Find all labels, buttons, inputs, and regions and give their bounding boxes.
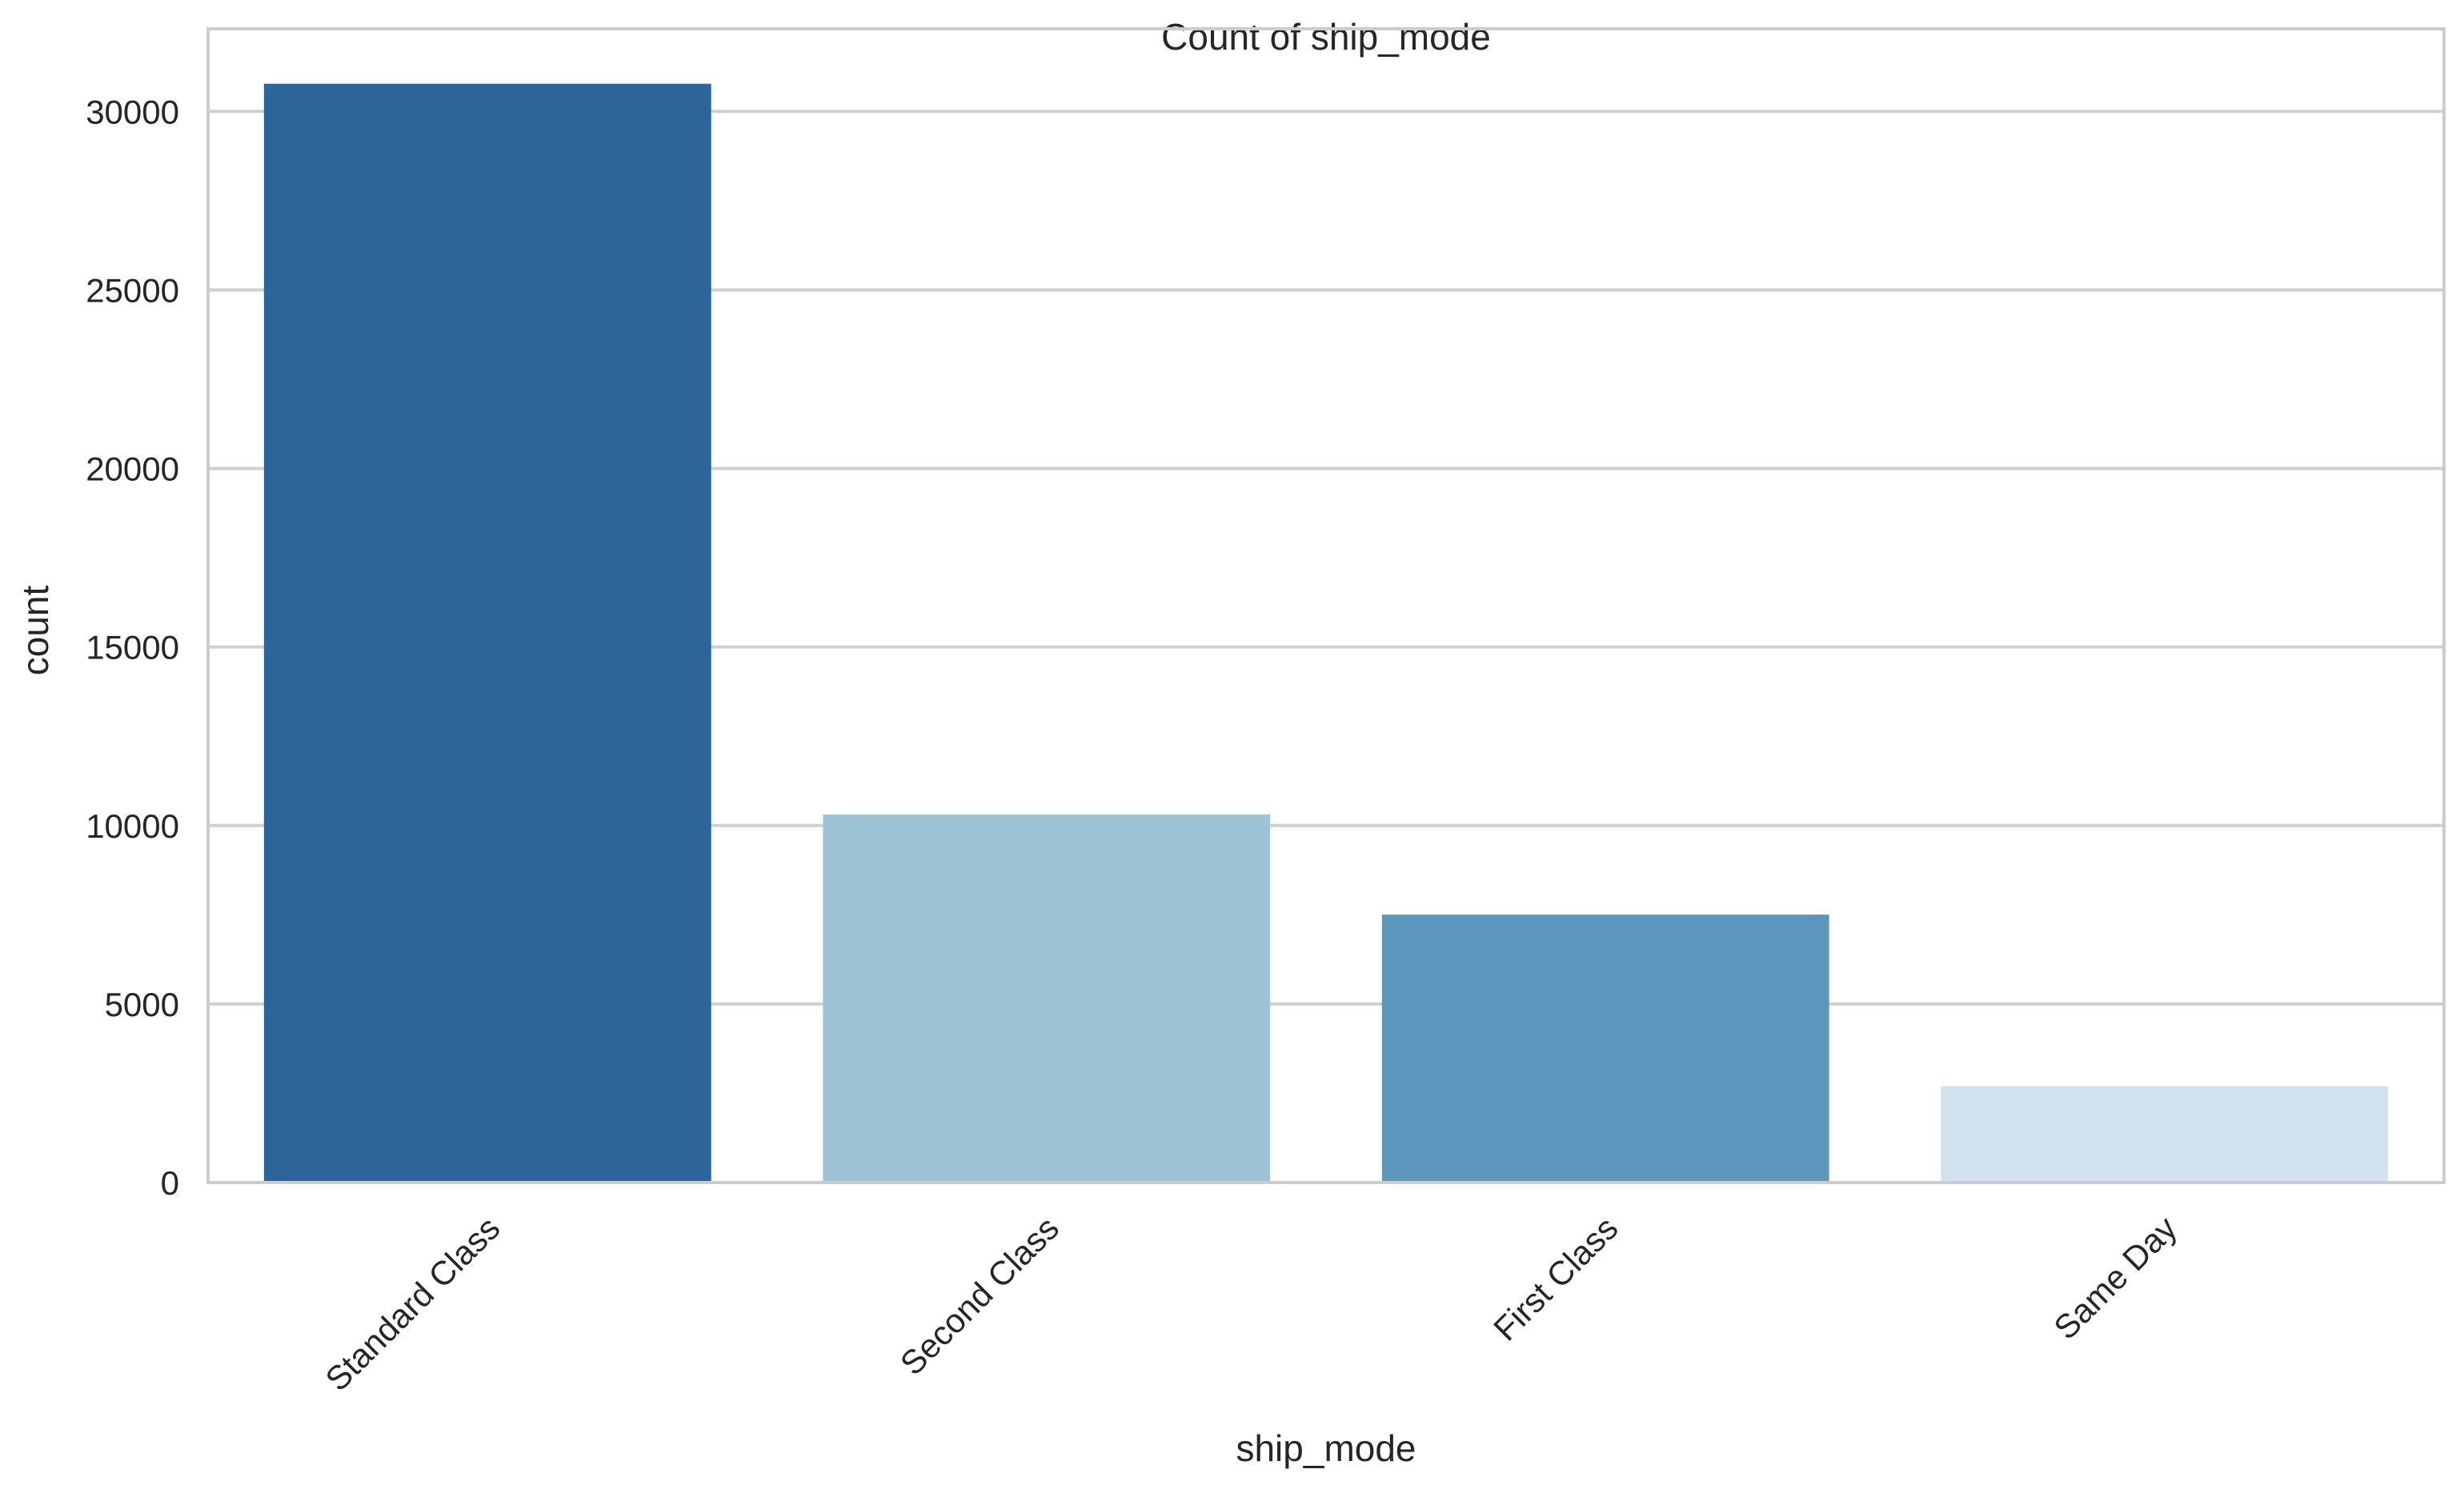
chart-title: Count of ship_mode	[1161, 16, 1491, 58]
y-tick-label: 30000	[86, 93, 179, 130]
plot-frame	[206, 27, 2446, 1184]
y-tick-label: 25000	[86, 271, 179, 309]
y-tick-label: 10000	[86, 807, 179, 845]
y-tick-label: 20000	[86, 450, 179, 488]
bar-standard-class	[263, 83, 711, 1183]
y-axis-label: count	[14, 586, 56, 676]
bars	[263, 83, 2389, 1183]
bar-first-class	[1381, 915, 1829, 1183]
bar-same-day	[1941, 1086, 2389, 1183]
y-tick-label: 15000	[86, 629, 179, 666]
bar-second-class	[823, 814, 1271, 1183]
y-tick-label: 5000	[105, 986, 179, 1023]
x-axis-label: ship_mode	[1236, 1427, 1416, 1469]
y-tick-labels: 0 5000 10000 15000 20000 25000 30000	[86, 93, 179, 1202]
y-tick-label: 0	[161, 1164, 179, 1202]
